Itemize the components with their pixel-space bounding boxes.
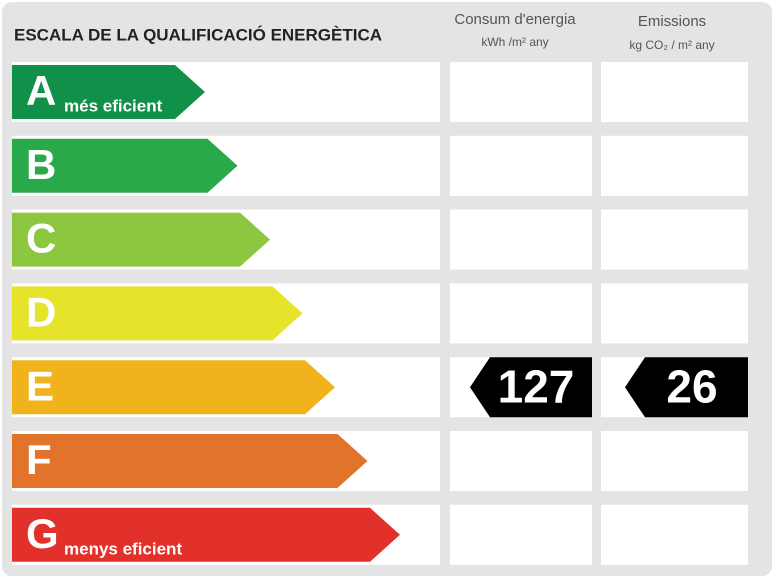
- consumption-pointer: [470, 357, 592, 418]
- emissions-pointer: [625, 357, 748, 418]
- consumption-cell: [450, 135, 592, 196]
- emissions-cell: [601, 504, 748, 565]
- class-note: més eficient: [64, 96, 163, 115]
- consumption-value: 127: [498, 360, 575, 412]
- class-arrow: [12, 286, 303, 341]
- emissions-cell: [601, 283, 748, 344]
- emissions-value: 26: [666, 360, 717, 412]
- title: ESCALA DE LA QUALIFICACIÓ ENERGÈTICA: [14, 25, 382, 44]
- class-letter: C: [26, 215, 56, 262]
- class-letter: F: [26, 436, 52, 483]
- class-letter: A: [26, 67, 56, 114]
- class-arrow: [12, 212, 270, 267]
- emissions-unit: kg CO₂ / m² any: [629, 38, 714, 52]
- consumption-unit: kWh /m² any: [481, 35, 548, 49]
- class-arrow: [12, 138, 238, 193]
- class-arrow: [12, 360, 335, 415]
- emissions-cell: [601, 209, 748, 270]
- class-arrow: [12, 65, 205, 119]
- emissions-cell: [601, 431, 748, 491]
- consumption-cell: [450, 283, 592, 344]
- consumption-cell: [450, 62, 592, 122]
- class-note: menys eficient: [64, 539, 182, 558]
- emissions-cell: [601, 62, 748, 122]
- consumption-label: Consum d'energia: [454, 11, 576, 28]
- emissions-cell: [601, 135, 748, 196]
- emissions-label: Emissions: [638, 13, 706, 30]
- consumption-cell: [450, 504, 592, 565]
- consumption-cell: [450, 209, 592, 270]
- class-arrow: [12, 507, 400, 562]
- consumption-cell: [450, 431, 592, 491]
- class-arrow: [12, 434, 368, 488]
- class-letter: D: [26, 288, 56, 335]
- class-letter: E: [26, 362, 54, 409]
- class-letter: G: [26, 510, 59, 557]
- class-letter: B: [26, 141, 56, 188]
